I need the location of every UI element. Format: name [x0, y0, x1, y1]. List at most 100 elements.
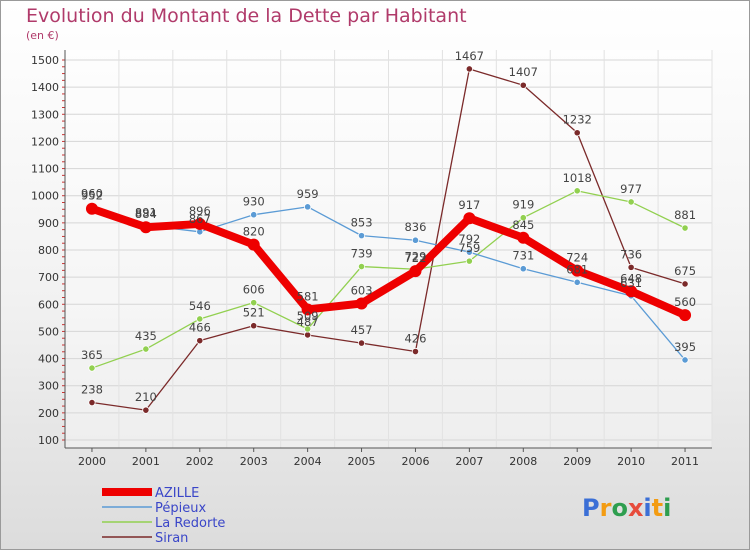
data-point	[304, 325, 312, 333]
data-labels: 238 210 466 521 487 457 426 1467 1407 1232 736 675 3…	[81, 49, 696, 404]
data-point	[196, 315, 204, 323]
data-point	[139, 221, 152, 234]
data-point	[88, 398, 96, 407]
data-label: 606	[243, 283, 265, 297]
y-tick-label: 1200	[31, 135, 59, 148]
data-label: 1407	[509, 65, 538, 79]
data-point	[85, 202, 98, 215]
y-tick-label: 400	[38, 353, 59, 366]
data-label: 917	[458, 198, 480, 212]
data-label: 560	[674, 295, 696, 309]
legend-label: Pépieux	[155, 501, 206, 516]
data-point	[681, 224, 689, 232]
data-point	[357, 262, 366, 271]
series-line-siran	[91, 68, 686, 411]
data-label: 896	[189, 204, 211, 218]
data-label: 867	[189, 212, 211, 226]
y-tick-label: 200	[38, 407, 59, 420]
data-label: 792	[458, 232, 480, 246]
data-point	[681, 280, 689, 288]
data-label: 210	[135, 390, 157, 404]
data-point	[357, 232, 366, 240]
series-line-la-redorte	[91, 190, 686, 369]
data-point	[573, 129, 581, 137]
data-point	[409, 265, 422, 278]
data-point	[571, 264, 584, 277]
data-point	[142, 345, 150, 353]
x-tick-label: 2001	[132, 455, 160, 468]
data-point	[681, 356, 689, 364]
data-label: 521	[243, 306, 265, 320]
chart-title: Evolution du Montant de la Dette par Hab…	[26, 5, 467, 27]
data-label: 466	[189, 321, 211, 335]
data-label: 581	[297, 289, 319, 303]
data-point	[193, 217, 206, 230]
data-point	[573, 278, 581, 286]
data-label: 722	[404, 251, 426, 265]
data-label: 845	[512, 218, 534, 232]
data-label: 509	[297, 309, 319, 323]
data-point	[250, 299, 258, 307]
data-label: 395	[674, 340, 696, 354]
data-label: 952	[81, 189, 103, 203]
data-label: 487	[297, 315, 319, 329]
data-label: 960	[81, 187, 103, 201]
y-tick-label: 600	[38, 298, 59, 311]
data-point	[355, 297, 368, 310]
data-label: 930	[243, 195, 265, 209]
data-label: 731	[512, 249, 534, 263]
y-tick-label: 800	[38, 244, 59, 257]
data-label: 736	[620, 247, 642, 261]
data-label: 435	[135, 329, 157, 343]
data-label: 1467	[455, 49, 484, 63]
data-label: 820	[243, 225, 265, 239]
data-point	[88, 364, 96, 372]
data-point	[357, 339, 366, 347]
data-point	[250, 211, 258, 219]
x-tick-label: 2009	[563, 455, 591, 468]
x-tick-label: 2002	[186, 455, 214, 468]
data-point	[465, 257, 473, 265]
data-label: 836	[404, 220, 426, 234]
data-label: 426	[404, 332, 426, 346]
y-tick-label: 700	[38, 271, 59, 284]
data-label: 759	[458, 241, 480, 255]
legend-label: La Redorte	[155, 516, 225, 531]
y-tick-label: 500	[38, 325, 59, 338]
data-point	[196, 337, 204, 345]
series-line-pépieux	[91, 205, 686, 361]
x-tick-label: 2005	[348, 455, 376, 468]
x-tick-label: 2007	[455, 455, 483, 468]
data-label: 675	[674, 264, 696, 278]
data-point	[411, 236, 420, 244]
data-point	[465, 65, 473, 73]
data-label: 681	[566, 262, 588, 276]
data-point	[627, 263, 635, 271]
data-label: 919	[512, 198, 534, 212]
proxiti-logo: Proxiti	[582, 494, 671, 522]
y-tick-label: 900	[38, 217, 59, 230]
x-tick-label: 2011	[671, 455, 699, 468]
proxiti-logo-text: Proxiti	[582, 494, 671, 522]
data-point	[304, 203, 312, 211]
data-label: 891	[135, 205, 157, 219]
data-point	[411, 347, 420, 356]
data-point	[517, 231, 530, 244]
x-tick-label: 2008	[509, 455, 537, 468]
legend-label: Siran	[155, 531, 188, 546]
data-point	[627, 198, 635, 206]
x-tick-label: 2003	[240, 455, 268, 468]
data-label: 365	[81, 348, 103, 362]
data-point	[301, 303, 314, 316]
axes: 100 200 300 400 500 600 700 800 900 1000 1100 1200 1…	[31, 50, 712, 468]
x-tick-label: 2000	[78, 455, 106, 468]
y-tick-label: 1500	[31, 54, 59, 67]
data-label: 739	[351, 247, 373, 261]
data-label: 1232	[563, 113, 592, 127]
data-point	[142, 406, 150, 414]
y-tick-label: 1300	[31, 108, 59, 121]
data-point	[519, 214, 527, 222]
data-label: 881	[674, 208, 696, 222]
